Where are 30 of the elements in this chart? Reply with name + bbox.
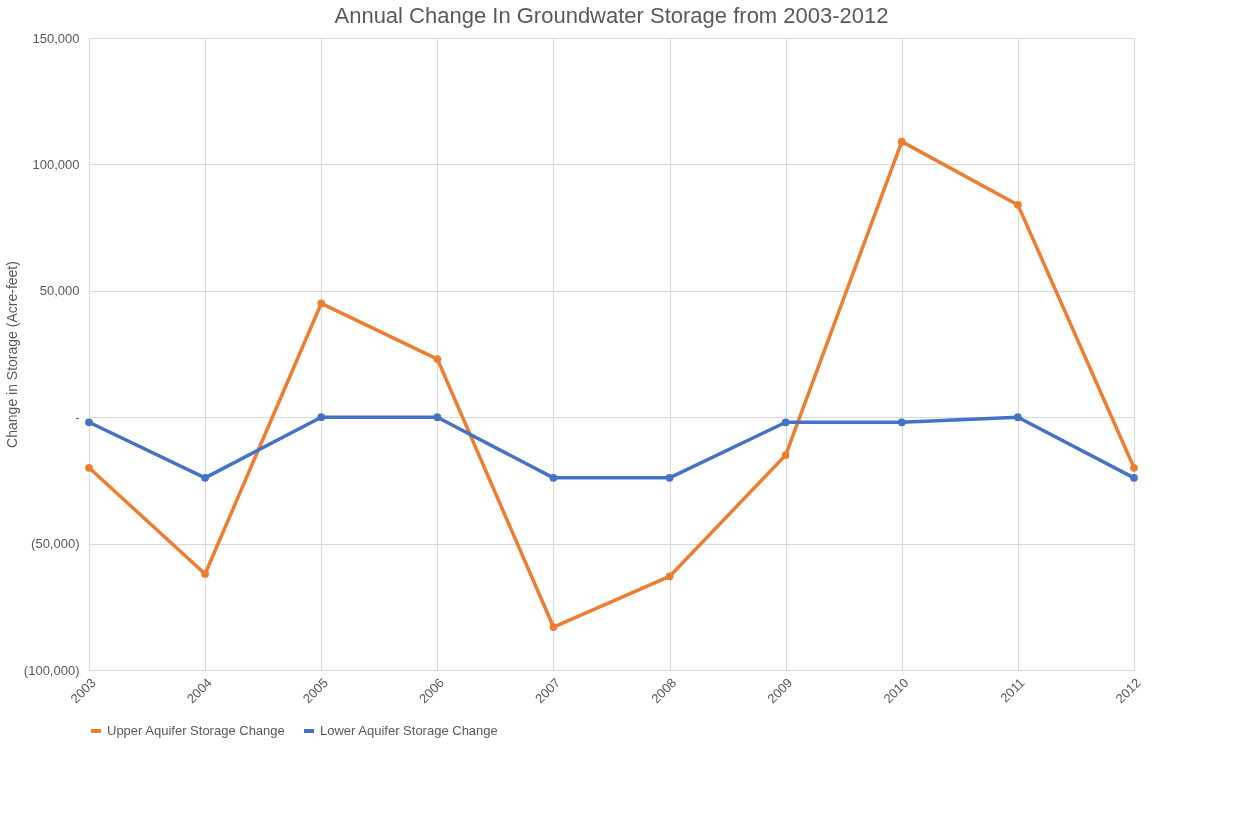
legend-label: Lower Aquifer Storage Change xyxy=(320,723,498,738)
point xyxy=(781,451,790,459)
point xyxy=(85,463,93,472)
y-tick-label: 150,000 xyxy=(32,30,80,46)
point xyxy=(1130,463,1138,472)
point xyxy=(201,474,209,482)
point xyxy=(201,570,209,578)
point xyxy=(897,418,906,427)
point xyxy=(1014,413,1022,422)
point xyxy=(85,418,93,427)
point xyxy=(433,355,442,363)
point xyxy=(549,623,558,631)
point xyxy=(1014,200,1022,209)
y-tick-label: (50,000) xyxy=(31,536,80,552)
point xyxy=(433,413,442,422)
point xyxy=(317,299,326,308)
point xyxy=(665,572,674,581)
point xyxy=(549,474,558,482)
chart-title: Annual Change In Groundwater Storage from 2003-2012 xyxy=(334,3,889,28)
point xyxy=(897,137,906,146)
y-tick-label: (100,000) xyxy=(23,662,80,678)
y-tick-label: - xyxy=(75,409,80,425)
point xyxy=(665,474,674,482)
point xyxy=(781,418,790,427)
y-tick-label: 100,000 xyxy=(32,156,80,172)
legend-label: Upper Aquifer Storage Change xyxy=(107,723,285,738)
y-axis-title: Change in Storage (Acre-feet) xyxy=(3,261,20,448)
y-tick-label: 50,000 xyxy=(39,283,80,299)
point xyxy=(1130,474,1138,482)
point xyxy=(317,413,326,422)
